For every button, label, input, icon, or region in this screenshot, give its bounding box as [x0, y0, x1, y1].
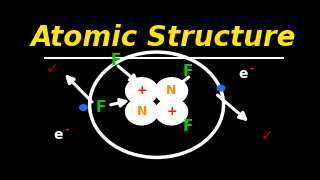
Text: F: F: [96, 100, 106, 115]
Text: Atomic Structure: Atomic Structure: [31, 24, 297, 52]
Ellipse shape: [125, 98, 158, 125]
Text: e: e: [238, 67, 248, 81]
Text: -: -: [250, 64, 254, 74]
Text: +: +: [136, 84, 147, 97]
Text: F: F: [110, 53, 121, 68]
Ellipse shape: [155, 98, 188, 125]
Text: N: N: [137, 105, 147, 118]
Text: F: F: [182, 64, 193, 79]
Ellipse shape: [217, 85, 226, 92]
Text: +: +: [166, 105, 177, 118]
Text: e: e: [54, 128, 63, 142]
Text: F: F: [182, 120, 193, 134]
Ellipse shape: [79, 104, 88, 111]
Text: -: -: [65, 125, 69, 135]
Text: N: N: [166, 84, 177, 97]
Text: ✓: ✓: [46, 61, 59, 76]
Ellipse shape: [155, 78, 188, 104]
Text: ✓: ✓: [260, 128, 273, 143]
Ellipse shape: [125, 78, 158, 104]
